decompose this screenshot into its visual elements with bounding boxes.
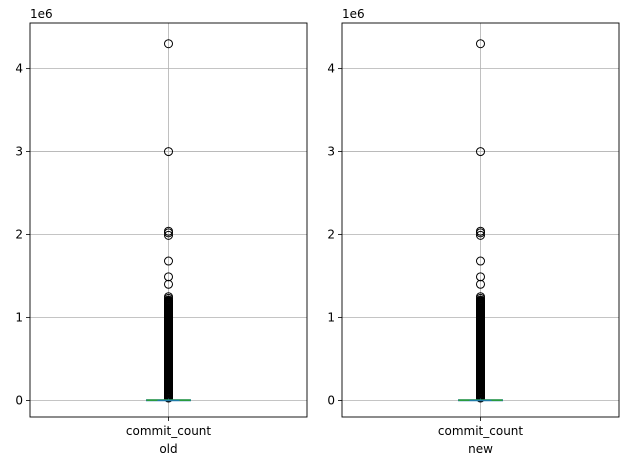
outlier-point: [476, 297, 485, 307]
y-tick-label: 3: [327, 145, 335, 159]
y-tick-label: 0: [15, 393, 23, 407]
y-tick-label: 4: [327, 62, 335, 76]
outlier-point: [476, 272, 485, 282]
outlier-point: [164, 230, 173, 240]
x-tick-label: commit_count: [126, 424, 212, 438]
outlier-point: [476, 230, 485, 240]
x-axis-label: new: [468, 442, 493, 456]
x-tick-label: commit_count: [438, 424, 524, 438]
y-tick-label: 4: [15, 62, 23, 76]
outlier-point: [476, 279, 485, 289]
outlier-point: [164, 228, 173, 238]
y-offset-label: 1e6: [30, 7, 53, 21]
outlier-point: [476, 228, 485, 238]
outlier-point: [164, 256, 173, 266]
y-tick-label: 0: [327, 393, 335, 407]
y-tick-label: 1: [15, 310, 23, 324]
x-axis-label: old: [159, 442, 177, 456]
y-tick-label: 2: [327, 228, 335, 242]
outlier-point: [476, 39, 485, 49]
outlier-point: [164, 39, 173, 49]
outlier-point: [164, 147, 173, 157]
outlier-point: [164, 272, 173, 282]
y-tick-label: 2: [15, 228, 23, 242]
outlier-point: [164, 279, 173, 289]
y-tick-label: 1: [327, 310, 335, 324]
outlier-point: [476, 147, 485, 157]
outlier-point: [476, 256, 485, 266]
y-tick-label: 3: [15, 145, 23, 159]
outlier-point: [164, 297, 173, 307]
y-offset-label: 1e6: [342, 7, 365, 21]
